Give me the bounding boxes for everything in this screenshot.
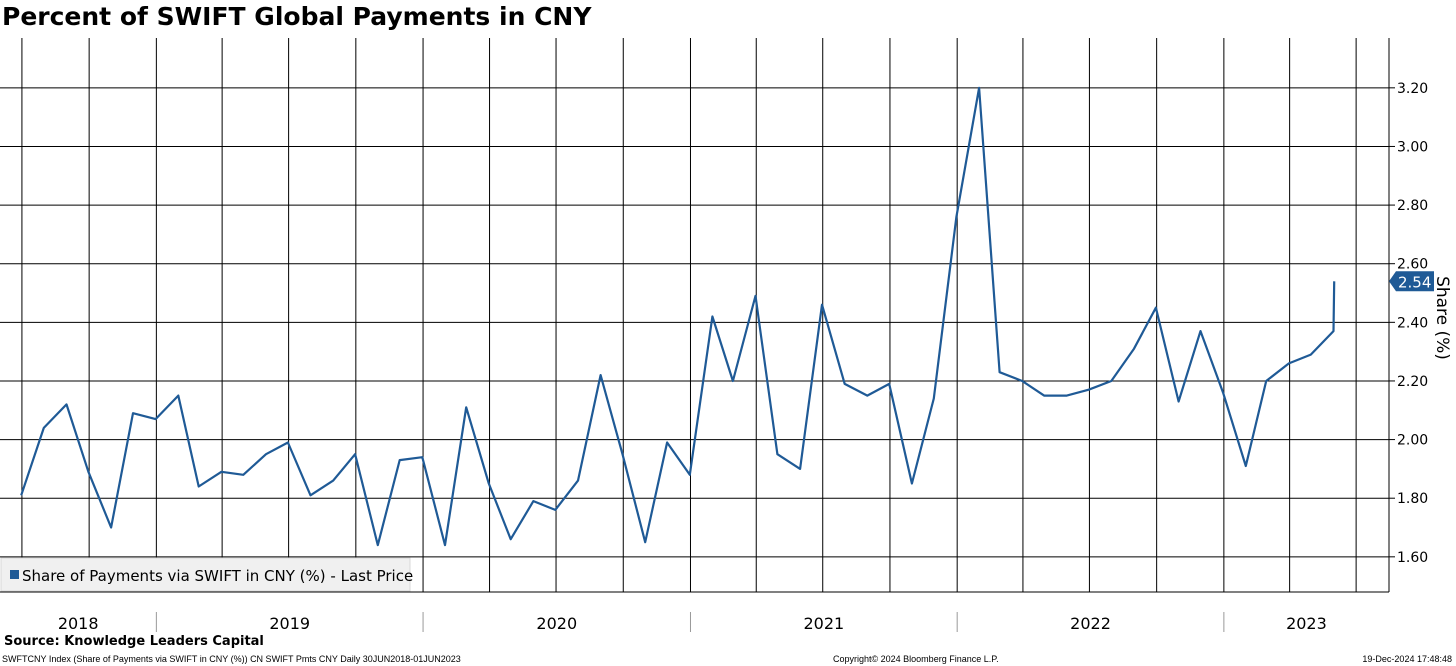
y-tick-labels: 1.60 1.80 2.00 2.20 2.40 2.60 2.80 3.00 3.20 bbox=[1389, 81, 1428, 566]
y-tick-label: 2.00 bbox=[1397, 433, 1428, 449]
y-tick-label: 3.00 bbox=[1397, 139, 1428, 155]
year-label: 2019 bbox=[269, 614, 310, 633]
last-value-marker: 2.54 bbox=[1389, 271, 1434, 292]
legend-entry: Share of Payments via SWIFT in CNY (%) -… bbox=[22, 567, 413, 585]
y-tick-label: 2.20 bbox=[1397, 374, 1428, 390]
last-value-badge bbox=[1389, 271, 1434, 292]
year-label: 2020 bbox=[536, 614, 577, 633]
year-labels: 2018 2019 2020 2021 2022 2023 bbox=[0, 591, 1389, 633]
footer-right: 19-Dec-2024 17:48:48 bbox=[1362, 654, 1452, 664]
last-value-label: 2.54 bbox=[1398, 273, 1431, 291]
y-tick-label: 2.60 bbox=[1397, 257, 1428, 273]
y-tick-label: 1.60 bbox=[1397, 550, 1428, 566]
y-tick-label: 2.80 bbox=[1397, 198, 1428, 214]
grid-lines bbox=[0, 38, 1390, 592]
chart-title: Percent of SWIFT Global Payments in CNY bbox=[2, 2, 592, 31]
source-note: Source: Knowledge Leaders Capital bbox=[4, 634, 264, 649]
series-line bbox=[20, 86, 1336, 547]
y-tick-label: 1.80 bbox=[1397, 491, 1428, 507]
year-label: 2021 bbox=[803, 614, 844, 633]
year-label: 2022 bbox=[1070, 614, 1111, 633]
legend: Share of Payments via SWIFT in CNY (%) -… bbox=[0, 557, 413, 592]
footer-center: Copyright© 2024 Bloomberg Finance L.P. bbox=[833, 654, 999, 664]
y-tick-label: 3.20 bbox=[1397, 81, 1428, 97]
year-label: 2018 bbox=[58, 614, 99, 633]
year-label: 2023 bbox=[1286, 614, 1327, 633]
footer-left: SWFTCNY Index (Share of Payments via SWI… bbox=[2, 654, 461, 664]
y-tick-label: 2.40 bbox=[1397, 315, 1428, 331]
y-axis-label: Share (%) bbox=[1432, 276, 1452, 360]
legend-swatch bbox=[10, 570, 19, 579]
